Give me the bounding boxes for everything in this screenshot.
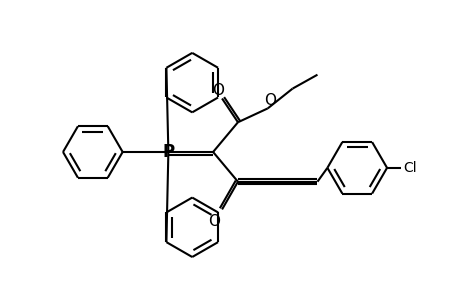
Text: O: O bbox=[263, 93, 275, 108]
Text: Cl: Cl bbox=[402, 161, 416, 175]
Text: P: P bbox=[162, 143, 174, 161]
Text: O: O bbox=[212, 83, 224, 98]
Text: O: O bbox=[207, 214, 219, 229]
